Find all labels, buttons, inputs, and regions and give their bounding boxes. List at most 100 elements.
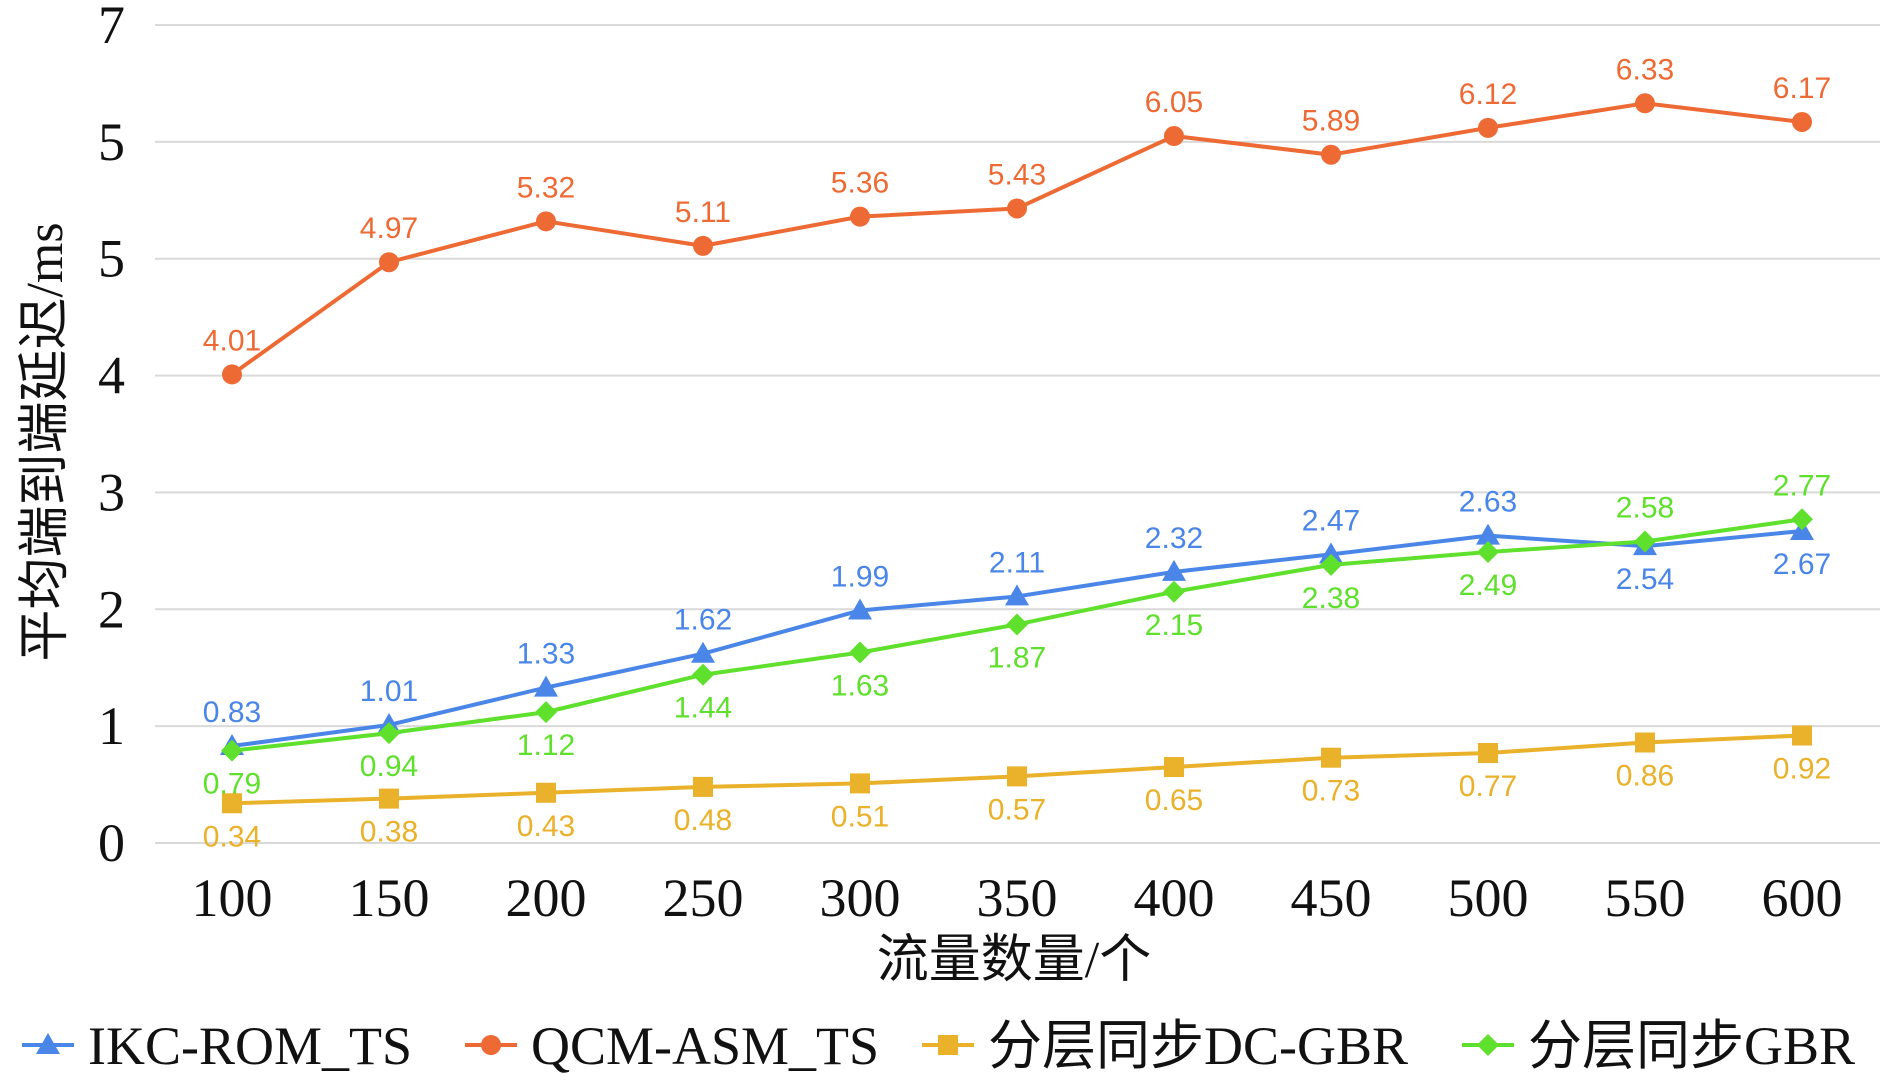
data-label: 0.38 (360, 816, 418, 849)
data-point (222, 793, 242, 814)
data-label: 1.62 (674, 604, 732, 637)
legend-label: IKC-ROM_TS (88, 1016, 412, 1076)
data-label: 1.12 (517, 729, 575, 762)
data-point (1163, 580, 1185, 603)
x-tick-label: 450 (1291, 868, 1372, 928)
series-line (230, 101, 1803, 377)
data-point (1321, 747, 1341, 768)
data-point (1319, 542, 1343, 564)
data-label: 0.57 (988, 793, 1046, 826)
y-tick-label: 5 (98, 229, 125, 289)
x-tick-label: 350 (977, 868, 1058, 928)
data-point (1321, 144, 1341, 165)
legend: IKC-ROM_TS QCM-ASM_TS 分层同步DC-GBR 分层同步GBR (22, 1016, 1855, 1076)
data-label: 2.67 (1773, 548, 1831, 581)
x-axis-title: 流量数量/个 (877, 932, 1151, 989)
legend-item: IKC-ROM_TS (22, 1016, 412, 1076)
data-label: 0.79 (203, 768, 261, 801)
y-axis-ticks: 0 1 2 3 4 5 5 7 (98, 0, 125, 873)
data-label: 1.01 (360, 675, 418, 708)
data-point (535, 701, 557, 724)
data-label: 2.38 (1302, 582, 1360, 615)
legend-marker (938, 1035, 958, 1055)
data-point (1478, 117, 1498, 138)
data-point (1164, 757, 1184, 778)
legend-label: 分层同步GBR (1528, 1016, 1855, 1076)
data-label: 5.89 (1302, 105, 1360, 138)
data-point (1007, 766, 1027, 787)
data-label: 4.97 (360, 212, 418, 245)
legend-marker (481, 1035, 501, 1055)
data-label: 6.12 (1459, 78, 1517, 111)
data-point (693, 235, 713, 256)
data-point (1006, 613, 1028, 636)
data-label: 2.11 (989, 546, 1045, 579)
y-tick-label: 1 (98, 696, 125, 756)
data-label: 2.58 (1616, 492, 1674, 525)
data-label: 0.94 (360, 750, 418, 783)
legend-label: 分层同步DC-GBR (988, 1016, 1408, 1076)
y-axis-title: 平均端到端延迟/ms (17, 222, 74, 661)
data-label: 1.87 (988, 641, 1046, 674)
data-point (1477, 541, 1499, 564)
data-label: 4.01 (203, 324, 261, 357)
x-tick-label: 600 (1762, 868, 1843, 928)
data-point (379, 788, 399, 809)
data-point (1320, 553, 1342, 576)
legend-label: QCM-ASM_TS (531, 1016, 879, 1076)
data-point (1634, 530, 1656, 553)
data-label: 0.48 (674, 804, 732, 837)
series-group (220, 93, 1814, 814)
data-label: 0.86 (1616, 760, 1674, 793)
x-tick-label: 100 (192, 868, 273, 928)
data-point (1792, 111, 1812, 132)
data-label: 2.77 (1773, 469, 1831, 502)
data-point (379, 252, 399, 273)
data-label: 2.47 (1302, 504, 1360, 537)
data-label: 0.65 (1145, 784, 1203, 817)
legend-item: QCM-ASM_TS (465, 1016, 879, 1076)
data-label: 2.54 (1616, 563, 1674, 596)
data-point (1007, 198, 1027, 219)
data-point (1478, 743, 1498, 764)
data-label: 5.43 (988, 158, 1046, 191)
y-tick-label: 4 (98, 346, 125, 406)
data-label: 0.51 (831, 800, 889, 833)
data-label: 0.77 (1459, 770, 1517, 803)
data-label: 0.83 (203, 696, 261, 729)
data-point (1005, 584, 1029, 606)
data-label: 0.34 (203, 820, 261, 853)
data-label: 1.44 (674, 692, 732, 725)
data-label: 6.05 (1145, 86, 1203, 119)
data-point (1635, 93, 1655, 114)
legend-item: 分层同步GBR (1462, 1016, 1855, 1076)
data-label: 2.49 (1459, 569, 1517, 602)
x-tick-label: 400 (1134, 868, 1215, 928)
legend-marker (36, 1033, 60, 1054)
x-tick-label: 300 (820, 868, 901, 928)
x-tick-label: 150 (349, 868, 430, 928)
series-3 (221, 508, 1813, 762)
data-point (221, 739, 243, 762)
data-point (1791, 508, 1813, 531)
x-tick-label: 200 (506, 868, 587, 928)
y-tick-label: 2 (98, 579, 125, 639)
data-label: 0.92 (1773, 752, 1831, 785)
data-point (378, 722, 400, 745)
x-tick-label: 250 (663, 868, 744, 928)
data-label: 6.17 (1773, 72, 1831, 105)
y-tick-label: 5 (98, 112, 125, 172)
data-point (850, 773, 870, 794)
y-tick-label: 0 (98, 813, 125, 873)
legend-item: 分层同步DC-GBR (922, 1016, 1408, 1076)
data-label: 5.32 (517, 171, 575, 204)
data-label: 0.73 (1302, 775, 1360, 808)
y-tick-label: 3 (98, 462, 125, 522)
series-1 (222, 93, 1812, 385)
data-point (692, 663, 714, 686)
data-label: 2.15 (1145, 609, 1203, 642)
data-point (536, 211, 556, 232)
x-tick-label: 500 (1448, 868, 1529, 928)
data-point (849, 641, 871, 664)
